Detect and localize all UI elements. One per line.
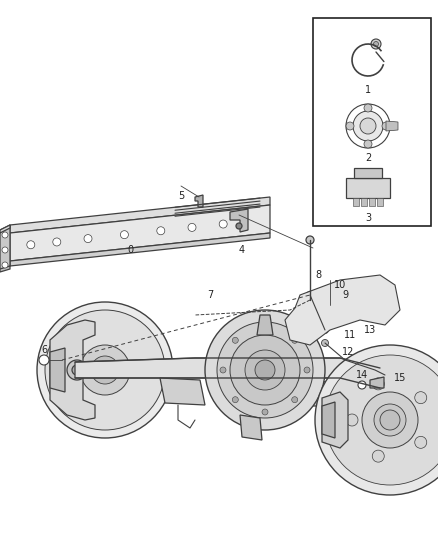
Circle shape [120, 231, 128, 239]
Text: 13: 13 [364, 325, 376, 335]
Circle shape [321, 340, 328, 346]
Text: 14: 14 [356, 370, 368, 380]
Circle shape [27, 241, 35, 249]
Circle shape [292, 397, 298, 403]
Circle shape [232, 397, 238, 403]
Polygon shape [10, 197, 270, 233]
Circle shape [374, 42, 378, 46]
Polygon shape [0, 225, 10, 233]
Text: 8: 8 [315, 270, 321, 280]
Text: 0: 0 [127, 245, 133, 255]
Circle shape [372, 378, 384, 390]
Circle shape [67, 360, 87, 380]
Polygon shape [10, 233, 270, 266]
Polygon shape [195, 195, 203, 207]
Circle shape [372, 450, 384, 462]
Text: 12: 12 [342, 347, 354, 357]
Circle shape [346, 414, 358, 426]
Polygon shape [0, 225, 10, 271]
Text: 9: 9 [342, 290, 348, 300]
Polygon shape [160, 378, 205, 405]
Circle shape [364, 140, 372, 148]
Polygon shape [386, 121, 398, 131]
Circle shape [236, 223, 242, 229]
Text: 1: 1 [365, 85, 371, 95]
Circle shape [188, 223, 196, 231]
Circle shape [245, 350, 285, 390]
Circle shape [217, 322, 313, 418]
Polygon shape [0, 266, 10, 272]
Circle shape [346, 122, 354, 130]
Circle shape [45, 310, 165, 430]
Circle shape [360, 118, 376, 134]
Circle shape [362, 392, 418, 448]
Text: 3: 3 [365, 213, 371, 223]
Circle shape [315, 345, 438, 495]
Polygon shape [290, 380, 335, 407]
Circle shape [307, 292, 314, 298]
Circle shape [91, 356, 119, 384]
Polygon shape [230, 209, 248, 232]
Polygon shape [361, 198, 367, 206]
Circle shape [205, 310, 325, 430]
Circle shape [53, 238, 61, 246]
Circle shape [84, 235, 92, 243]
Circle shape [306, 236, 314, 244]
Bar [313, 18, 431, 226]
Circle shape [292, 337, 298, 343]
Polygon shape [369, 198, 375, 206]
Circle shape [72, 365, 82, 375]
Polygon shape [322, 402, 335, 438]
Circle shape [262, 325, 268, 331]
Circle shape [219, 220, 227, 228]
Polygon shape [50, 348, 65, 392]
Polygon shape [354, 168, 382, 178]
Circle shape [321, 327, 328, 334]
Circle shape [80, 345, 130, 395]
Circle shape [232, 337, 238, 343]
Polygon shape [285, 275, 400, 345]
Text: 5: 5 [178, 191, 184, 201]
Circle shape [2, 262, 8, 268]
Circle shape [39, 355, 49, 365]
Circle shape [353, 111, 383, 141]
Circle shape [346, 104, 390, 148]
Circle shape [374, 404, 406, 436]
Text: 10: 10 [334, 280, 346, 290]
Text: 4: 4 [239, 245, 245, 255]
Circle shape [37, 302, 173, 438]
Polygon shape [10, 205, 270, 261]
Circle shape [304, 367, 310, 373]
Text: 6: 6 [41, 345, 47, 355]
Circle shape [262, 409, 268, 415]
Circle shape [415, 437, 427, 448]
Polygon shape [370, 377, 384, 388]
Circle shape [358, 381, 366, 389]
Circle shape [325, 355, 438, 485]
Text: 15: 15 [394, 373, 406, 383]
Circle shape [371, 39, 381, 49]
Polygon shape [377, 198, 383, 206]
Circle shape [415, 392, 427, 403]
Polygon shape [240, 415, 262, 440]
Polygon shape [75, 358, 380, 388]
Text: 7: 7 [207, 290, 213, 300]
Circle shape [255, 360, 275, 380]
Circle shape [326, 301, 334, 309]
Polygon shape [346, 178, 390, 198]
Circle shape [380, 410, 400, 430]
Polygon shape [322, 392, 348, 448]
Polygon shape [50, 320, 95, 420]
Text: 2: 2 [365, 153, 371, 163]
Circle shape [382, 122, 390, 130]
Text: 11: 11 [344, 330, 356, 340]
Circle shape [2, 232, 8, 238]
Polygon shape [353, 198, 359, 206]
Circle shape [230, 335, 300, 405]
Circle shape [364, 104, 372, 112]
Circle shape [2, 247, 8, 253]
Circle shape [157, 227, 165, 235]
Circle shape [220, 367, 226, 373]
Polygon shape [257, 315, 273, 335]
